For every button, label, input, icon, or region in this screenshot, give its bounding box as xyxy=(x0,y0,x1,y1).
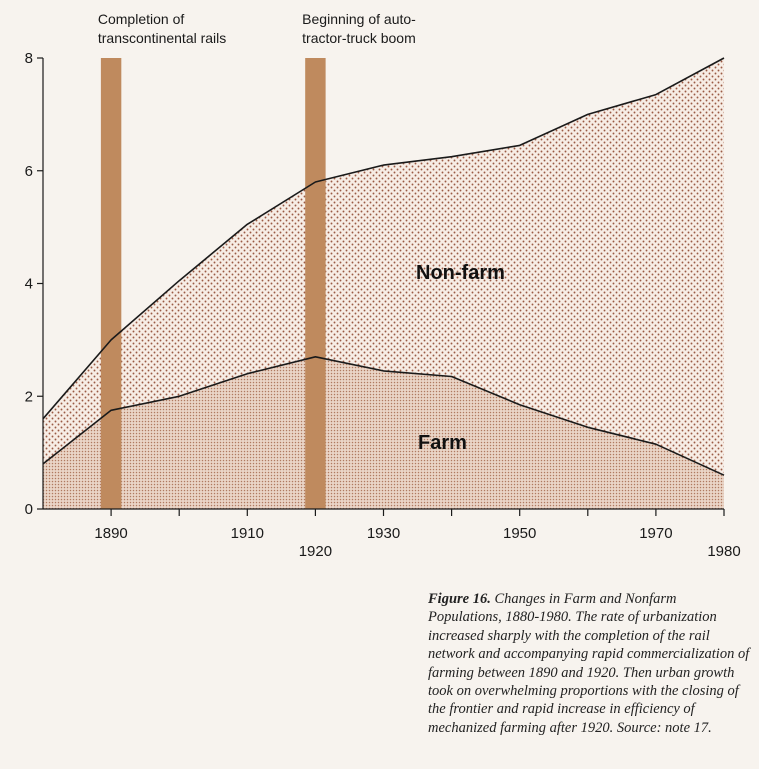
annotation-label-1-line-1: Completion of xyxy=(98,11,184,27)
caption-text: Changes in Farm and Nonfarm Populations,… xyxy=(428,591,750,736)
x-tick-label: 1910 xyxy=(231,525,264,542)
x-tick-label: 1930 xyxy=(367,525,400,542)
x-tick-label: 1980 xyxy=(707,543,740,560)
y-tick-label: 0 xyxy=(25,501,33,518)
figure-label: Figure 16. xyxy=(428,591,491,607)
x-tick-label: 1950 xyxy=(503,525,536,542)
annotation-label-2-line-1: Beginning of auto- xyxy=(302,11,416,27)
annotation-bar-2 xyxy=(305,58,326,509)
annotation-label-2-line-2: tractor-truck boom xyxy=(302,30,416,46)
annotation-bar-1 xyxy=(100,58,122,509)
y-tick-label: 4 xyxy=(25,276,33,293)
x-tick-label: 1920 xyxy=(299,543,332,560)
nonfarm-total-line xyxy=(42,57,725,420)
nonfarm-area xyxy=(43,58,724,476)
farm-area-label: Farm xyxy=(418,432,467,454)
y-tick-label: 6 xyxy=(25,163,33,180)
figure-caption: Figure 16. Changes in Farm and Nonfarm P… xyxy=(428,590,750,737)
annotation-label-1-line-2: transcontinental rails xyxy=(98,30,226,46)
chart: Completion of transcontinental rails Begin… xyxy=(25,11,741,560)
y-tick-label: 8 xyxy=(25,50,33,67)
x-tick-label: 1970 xyxy=(639,525,672,542)
nonfarm-area-label: Non-farm xyxy=(416,262,505,284)
x-tick-label: 1890 xyxy=(94,525,127,542)
y-tick-label: 2 xyxy=(25,388,33,405)
farm-line xyxy=(42,355,725,476)
farm-area xyxy=(43,356,724,509)
